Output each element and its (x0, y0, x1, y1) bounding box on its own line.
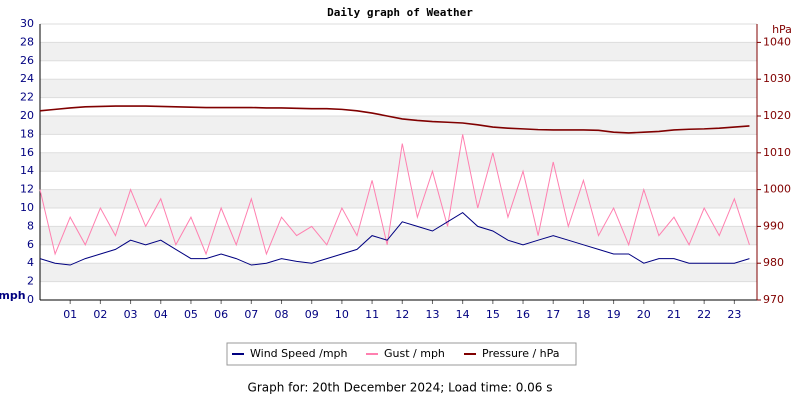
x-tick-label: 20 (637, 308, 651, 321)
x-tick-label: 10 (335, 308, 349, 321)
x-tick-label: 22 (697, 308, 711, 321)
x-tick-label: 03 (124, 308, 138, 321)
y2-tick-label: 990 (763, 219, 784, 232)
y-tick-label: 10 (20, 201, 34, 214)
y-tick-label: 26 (20, 54, 34, 67)
x-tick-label: 06 (214, 308, 228, 321)
x-tick-label: 08 (275, 308, 289, 321)
grid-band (40, 79, 757, 98)
legend-label: Wind Speed /mph (250, 347, 348, 360)
x-tick-label: 05 (184, 308, 198, 321)
y-tick-label: 24 (20, 72, 34, 85)
y-axis-label: mph (0, 289, 26, 302)
y2-tick-label: 1010 (763, 146, 791, 159)
x-tick-label: 15 (486, 308, 500, 321)
x-tick-label: 07 (244, 308, 258, 321)
y2-tick-label: 1000 (763, 183, 791, 196)
series-line (39, 211, 750, 266)
x-tick-label: 14 (456, 308, 470, 321)
y-tick-label: 30 (20, 17, 34, 30)
x-tick-label: 21 (667, 308, 681, 321)
series-line (39, 105, 750, 134)
legend-box (226, 342, 577, 366)
y2-tick-label: 970 (763, 293, 784, 306)
y2-tick-label: 1030 (763, 72, 791, 85)
grid-band (40, 263, 757, 282)
y-tick-label: 12 (20, 183, 34, 196)
y-tick-label: 18 (20, 127, 34, 140)
y-tick-label: 4 (27, 256, 34, 269)
y2-tick-label: 1020 (763, 109, 791, 122)
x-tick-label: 09 (305, 308, 319, 321)
legend-label: Gust / mph (384, 347, 445, 360)
chart-title: Daily graph of Weather (327, 6, 473, 19)
y-tick-label: 28 (20, 35, 34, 48)
y-tick-label: 6 (27, 238, 34, 251)
y-tick-label: 22 (20, 91, 34, 104)
y-tick-label: 0 (27, 293, 34, 306)
series-line (39, 134, 750, 256)
x-tick-label: 19 (607, 308, 621, 321)
legend-label: Pressure / hPa (482, 347, 560, 360)
x-tick-label: 23 (727, 308, 741, 321)
grid-band (40, 226, 757, 245)
footer: Graph for: 20th December 2024; Load time… (248, 381, 553, 395)
y-tick-label: 8 (27, 219, 34, 232)
x-tick-label: 11 (365, 308, 379, 321)
y2-tick-label: 980 (763, 256, 784, 269)
y-tick-label: 2 (27, 275, 34, 288)
grid-band (40, 189, 757, 208)
x-tick-label: 17 (546, 308, 560, 321)
x-tick-label: 12 (395, 308, 409, 321)
x-tick-label: 04 (154, 308, 168, 321)
x-tick-label: 13 (425, 308, 439, 321)
y2-tick-label: 1040 (763, 35, 791, 48)
y-tick-label: 20 (20, 109, 34, 122)
x-tick-label: 18 (576, 308, 590, 321)
y2-axis-label: hPa (772, 23, 792, 36)
y-tick-label: 14 (20, 164, 34, 177)
x-tick-label: 01 (63, 308, 77, 321)
grid-band (40, 152, 757, 172)
x-tick-label: 02 (93, 308, 107, 321)
y-tick-label: 16 (20, 146, 34, 159)
grid-band (40, 42, 757, 61)
x-tick-label: 16 (516, 308, 530, 321)
